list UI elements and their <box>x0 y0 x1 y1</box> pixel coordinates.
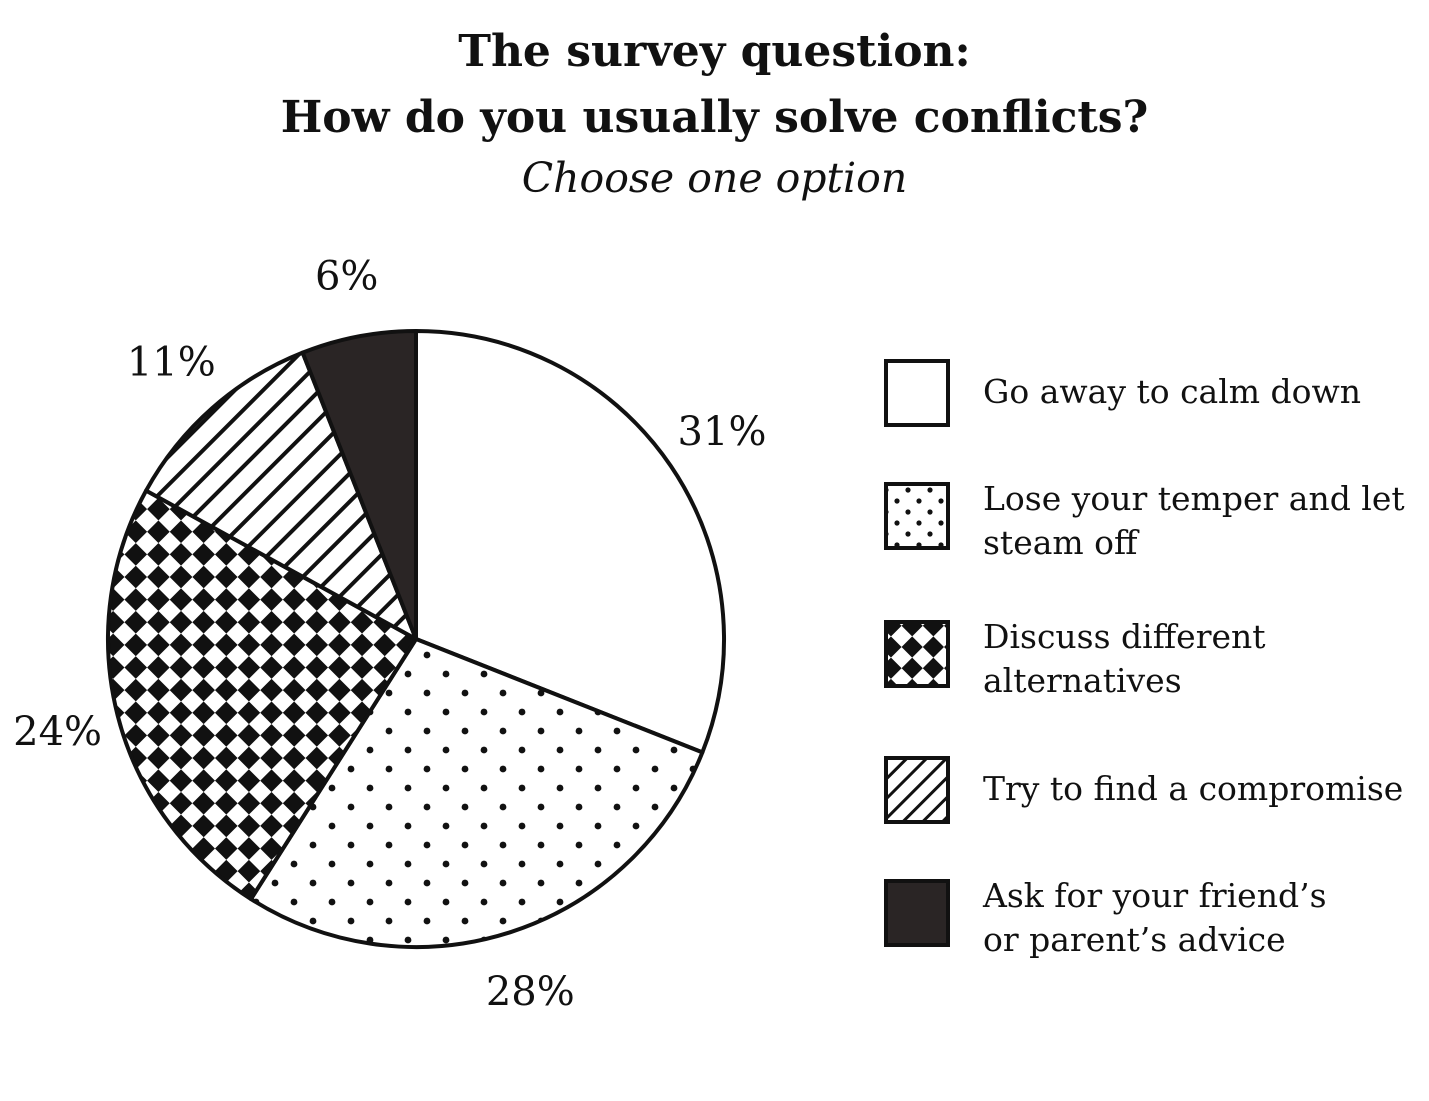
legend-label: or parent’s advice <box>983 920 1286 959</box>
chart-title: The survey question: <box>458 26 971 77</box>
legend-label: steam off <box>983 523 1140 562</box>
legend-label: Ask for your friend’s <box>982 876 1327 915</box>
slice-value-label: 31% <box>678 409 767 455</box>
pie-slice <box>248 637 705 949</box>
legend-label: Lose your temper and let <box>983 479 1405 518</box>
legend-swatch <box>884 620 950 688</box>
pie-slice <box>300 329 418 641</box>
legend-label: Discuss different <box>983 617 1266 656</box>
slice-value-label: 24% <box>13 709 102 755</box>
chart-title-line-2: How do you usually solve conflicts? <box>280 92 1149 143</box>
legend-swatch <box>884 879 950 947</box>
legend-swatch <box>884 756 950 824</box>
legend-label: alternatives <box>983 661 1182 700</box>
slice-value-label: 6% <box>315 254 378 300</box>
slice-value-label: 28% <box>486 969 575 1015</box>
legend-swatch <box>884 359 950 427</box>
legend-label: Go away to calm down <box>983 372 1361 411</box>
pie-slice <box>414 329 726 755</box>
slice-value-label: 11% <box>127 340 216 386</box>
legend-label: Try to find a compromise <box>983 769 1403 808</box>
pie-slice <box>106 488 418 902</box>
chart-subtitle: Choose one option <box>521 154 908 202</box>
legend-swatch <box>884 482 950 550</box>
pie-slice <box>144 350 418 641</box>
